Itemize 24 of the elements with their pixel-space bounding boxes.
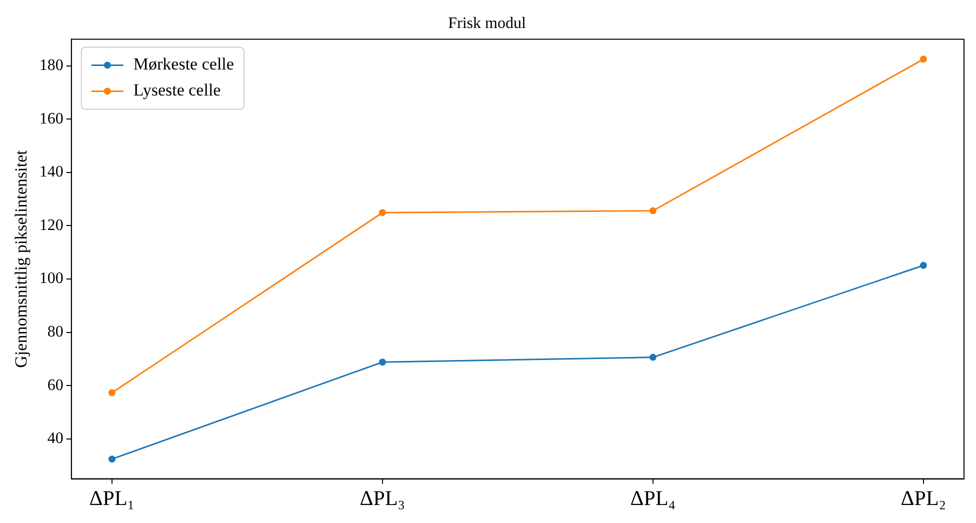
point [920,56,927,63]
y-tick-label: 160 [39,110,64,128]
legend-label: Mørkeste celle [133,54,234,74]
x-tick-label: ΔPL₄ [630,486,676,510]
point [378,209,386,216]
point [920,262,927,269]
y-tick-label: 60 [47,376,64,394]
y-axis-title: Gjennomsnittlig pikselintensitet [12,150,31,368]
y-tick-label: 120 [39,216,64,234]
y-tick-label: 180 [39,57,64,74]
point [108,389,116,396]
point [378,358,386,366]
chart-title: Frisk modul [448,14,526,32]
y-tick-label: 40 [47,430,64,448]
legend-label: Lyseste celle [133,80,221,100]
x-tick-label: ΔPL₃ [360,486,406,510]
y-tick-label: 140 [39,164,64,181]
y-tick-label: 100 [39,270,64,288]
point [649,354,656,361]
point [649,207,656,214]
y-tick-label: 80 [47,323,64,340]
x-tick-label: ΔPL₁ [89,486,135,510]
x-tick-label: ΔPL₂ [900,486,946,510]
point [108,456,116,463]
